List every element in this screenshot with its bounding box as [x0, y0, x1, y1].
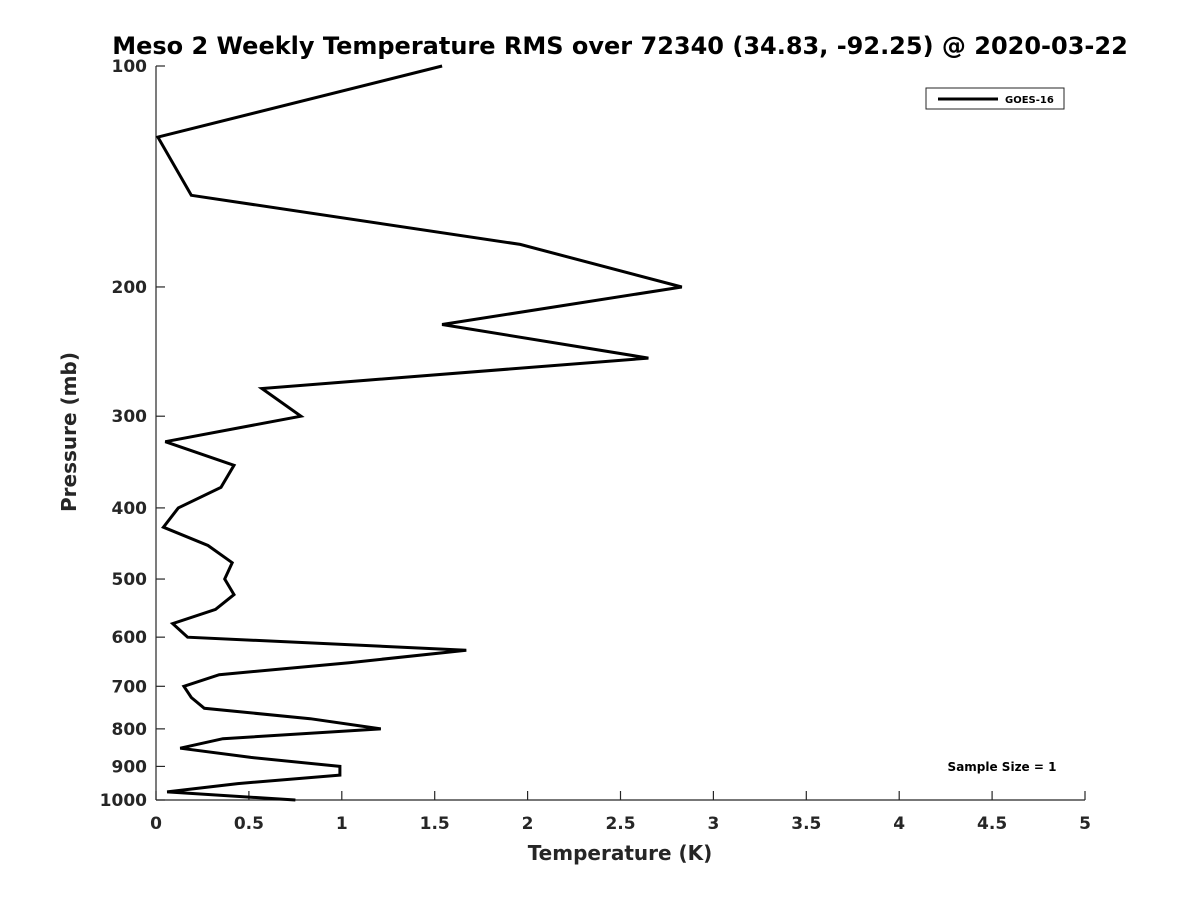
y-tick-label: 100	[112, 57, 148, 77]
y-axis-label: Pressure (mb)	[57, 352, 81, 512]
legend: GOES-16	[925, 87, 1065, 110]
x-tick-label: 1.5	[420, 814, 450, 834]
y-tick-label: 400	[112, 499, 148, 519]
x-tick-label: 3	[707, 814, 719, 834]
x-tick-label: 0	[150, 814, 162, 834]
x-tick-label: 2	[522, 814, 534, 834]
x-tick-label: 4	[893, 814, 905, 834]
y-tick-label: 300	[112, 407, 148, 427]
x-tick-label: 2.5	[605, 814, 635, 834]
series-layer	[155, 64, 683, 802]
sample-size-annotation: Sample Size = 1	[948, 760, 1057, 774]
y-tick-label: 900	[112, 757, 148, 777]
y-tick-label: 600	[112, 628, 148, 648]
y-axis-ticks: 100 200 300 400 500 600 700 800 900 1000	[100, 57, 165, 811]
y-tick-label: 1000	[100, 791, 147, 811]
series-line-goes-16	[155, 64, 683, 802]
x-tick-label: 3.5	[791, 814, 821, 834]
x-tick-label: 5	[1079, 814, 1091, 834]
x-tick-label: 1	[336, 814, 348, 834]
x-axis-ticks: 0 0.5 1 1.5 2 2.5 3 3.5 4 4.5 5	[150, 791, 1091, 834]
plot-axes	[155, 66, 1085, 801]
x-tick-label: 4.5	[977, 814, 1007, 834]
y-tick-label: 700	[112, 677, 148, 697]
legend-label-goes-16: GOES-16	[1005, 95, 1054, 106]
x-tick-label: 0.5	[234, 814, 264, 834]
x-axis-label: Temperature (K)	[528, 841, 713, 865]
chart-title: Meso 2 Weekly Temperature RMS over 72340…	[112, 32, 1128, 60]
y-tick-label: 800	[112, 720, 148, 740]
y-tick-label: 500	[112, 570, 148, 590]
y-tick-label: 200	[112, 278, 148, 298]
